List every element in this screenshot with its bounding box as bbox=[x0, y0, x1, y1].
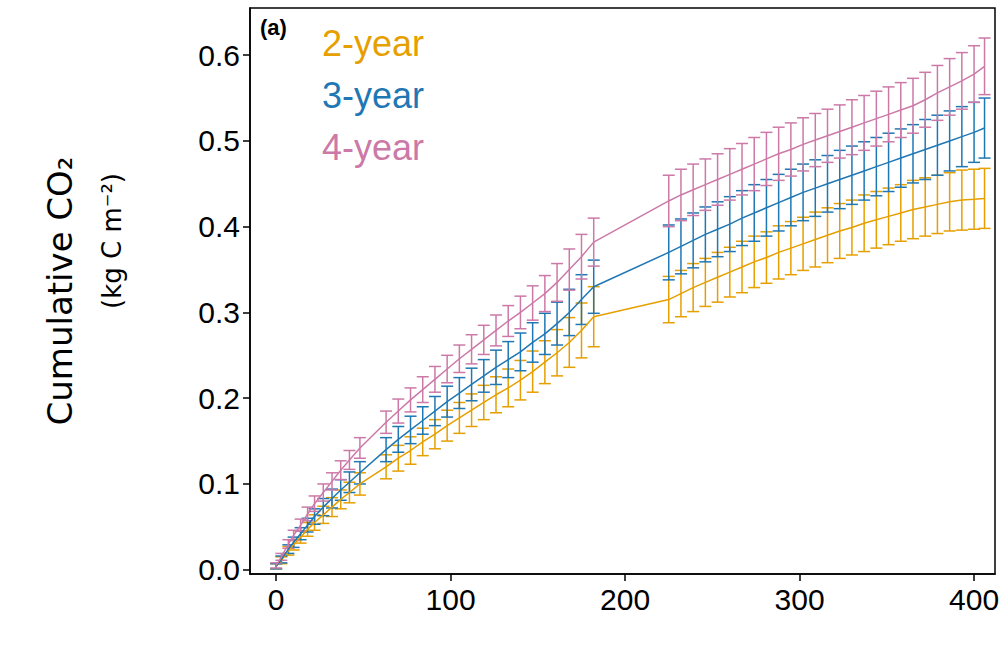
svg-text:0.4: 0.4 bbox=[198, 210, 240, 243]
svg-text:0.5: 0.5 bbox=[198, 124, 240, 157]
svg-text:0.1: 0.1 bbox=[198, 467, 240, 500]
svg-text:100: 100 bbox=[426, 583, 476, 616]
svg-text:2-year: 2-year bbox=[322, 23, 424, 64]
svg-text:4-year: 4-year bbox=[322, 127, 424, 168]
svg-text:0.2: 0.2 bbox=[198, 382, 240, 415]
svg-text:Cumulative CO₂: Cumulative CO₂ bbox=[40, 157, 80, 426]
svg-text:300: 300 bbox=[775, 583, 825, 616]
svg-text:0.6: 0.6 bbox=[198, 39, 240, 72]
svg-text:0.3: 0.3 bbox=[198, 296, 240, 329]
svg-text:(a): (a) bbox=[260, 15, 287, 40]
svg-text:0: 0 bbox=[268, 583, 285, 616]
svg-text:200: 200 bbox=[600, 583, 650, 616]
svg-text:3-year: 3-year bbox=[322, 75, 424, 116]
svg-text:(kg C m⁻²): (kg C m⁻²) bbox=[97, 173, 127, 309]
svg-text:0.0: 0.0 bbox=[198, 553, 240, 586]
svg-text:400: 400 bbox=[949, 583, 999, 616]
